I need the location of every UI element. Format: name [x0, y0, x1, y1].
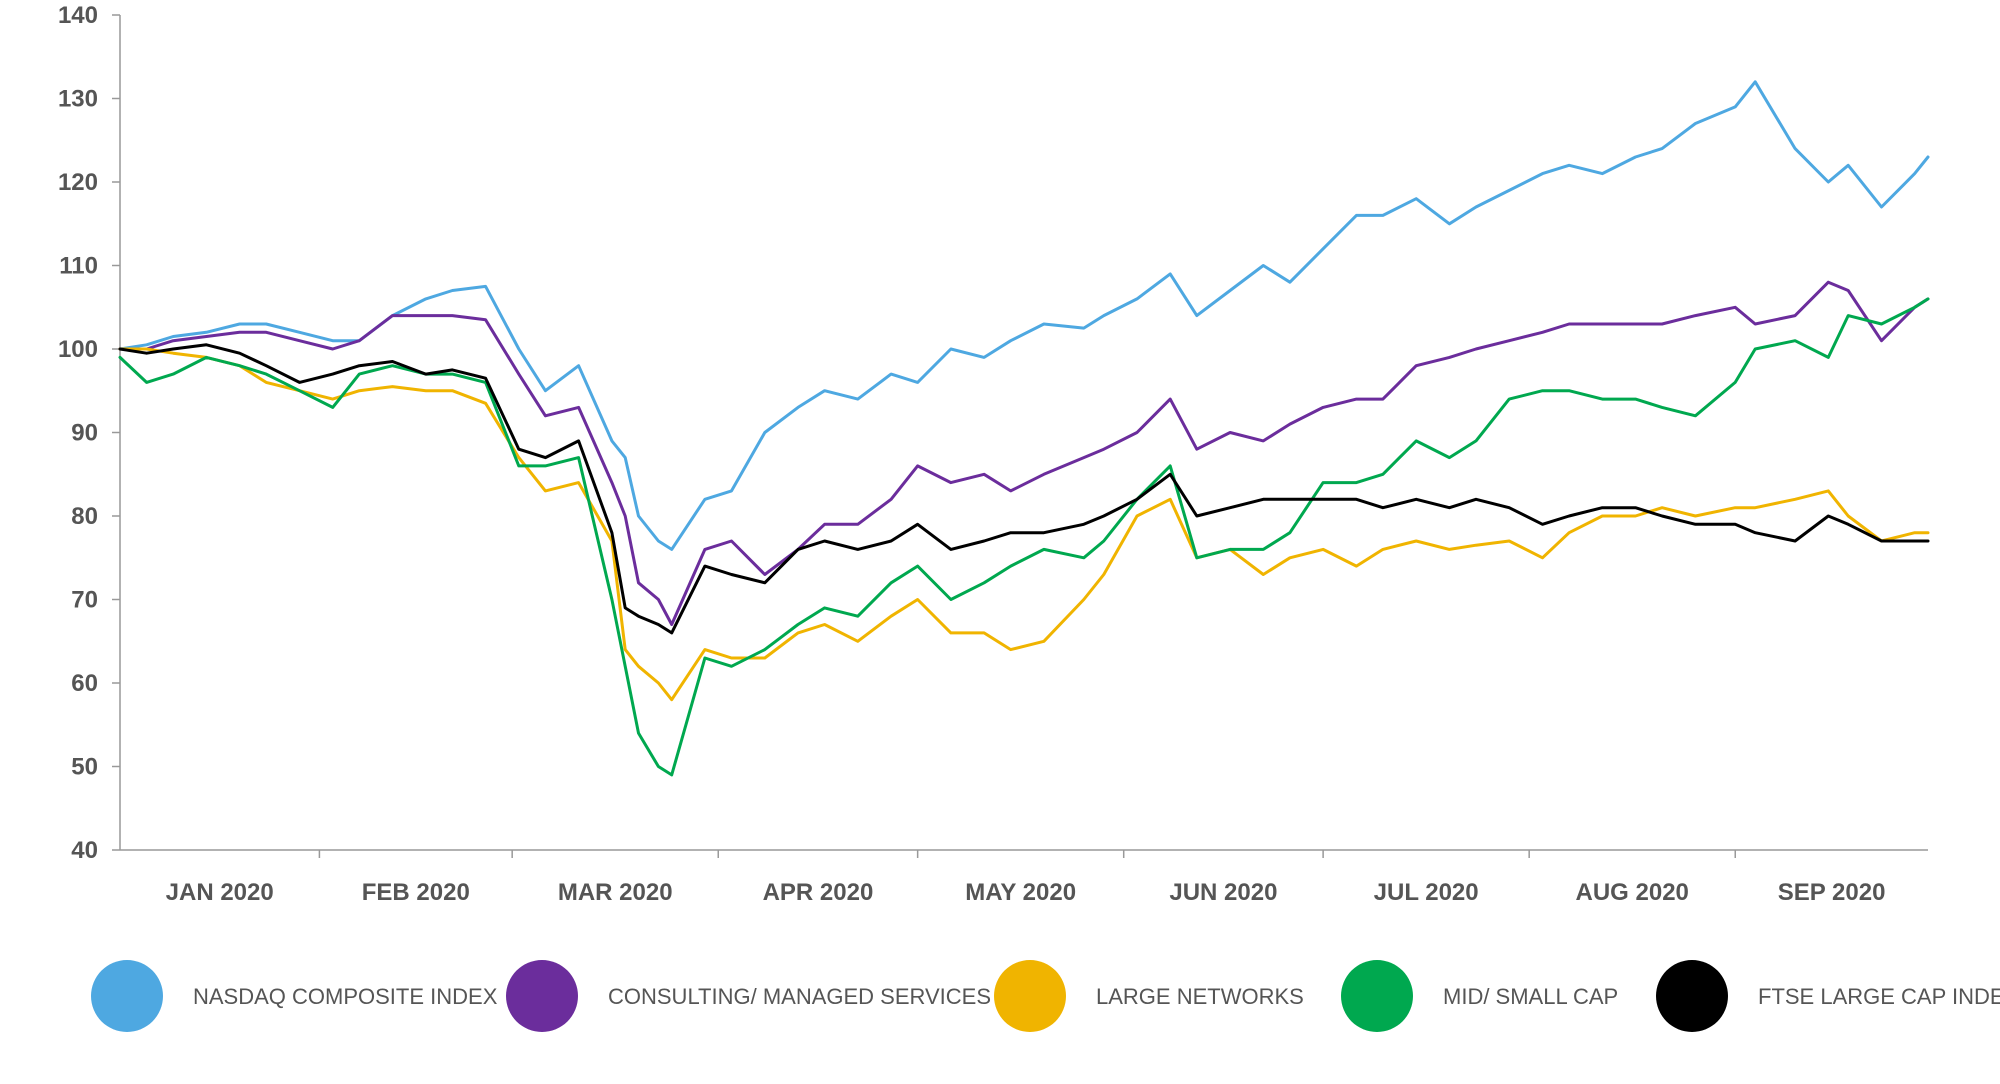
x-tick-label: SEP 2020 — [1778, 879, 1886, 906]
series-line-5 — [118, 343, 1930, 635]
legend: NASDAQ COMPOSITE INDEX CONSULTING/ MANAGE… — [91, 960, 2000, 1032]
y-tick-label: 100 — [58, 336, 98, 363]
series-line-2 — [118, 280, 1930, 626]
legend-item: NASDAQ COMPOSITE INDEX — [91, 960, 498, 1032]
series-line-3 — [118, 347, 1930, 702]
y-tick-label: 50 — [71, 754, 98, 781]
x-tick-label: APR 2020 — [763, 879, 874, 906]
y-tick-label: 130 — [58, 86, 98, 113]
legend-label: NASDAQ COMPOSITE INDEX — [193, 984, 498, 1009]
legend-marker — [1341, 960, 1413, 1032]
series-lines — [118, 80, 1930, 777]
y-axis: 40 50 60 70 80 90 100 110 120 130 140 — [58, 2, 121, 864]
legend-item: FTSE LARGE CAP INDEX — [1656, 960, 2000, 1032]
x-tick-label: MAY 2020 — [965, 879, 1076, 906]
x-tick-label: JUL 2020 — [1374, 879, 1479, 906]
y-tick-label: 40 — [71, 837, 98, 864]
legend-marker — [1656, 960, 1728, 1032]
y-tick-label: 120 — [58, 169, 98, 196]
legend-item: CONSULTING/ MANAGED SERVICES — [506, 960, 991, 1032]
y-tick-label: 140 — [58, 2, 98, 29]
legend-label: MID/ SMALL CAP — [1443, 984, 1618, 1009]
x-tick-label: FEB 2020 — [362, 879, 470, 906]
legend-item: LARGE NETWORKS — [994, 960, 1304, 1032]
x-axis: JAN 2020 FEB 2020 MAR 2020 APR 2020 MAY 2020… — [120, 849, 1928, 906]
series-line-4 — [118, 297, 1930, 777]
series-line-1 — [118, 80, 1930, 551]
legend-item: MID/ SMALL CAP — [1341, 960, 1618, 1032]
x-tick-label: AUG 2020 — [1576, 879, 1689, 906]
x-tick-label: MAR 2020 — [558, 879, 673, 906]
x-tick-label: JUN 2020 — [1169, 879, 1277, 906]
legend-label: FTSE LARGE CAP INDEX — [1758, 984, 2000, 1009]
y-tick-label: 90 — [71, 420, 98, 447]
legend-label: LARGE NETWORKS — [1096, 984, 1304, 1009]
legend-marker — [91, 960, 163, 1032]
y-tick-label: 70 — [71, 587, 98, 614]
y-tick-label: 110 — [59, 253, 98, 280]
legend-label: CONSULTING/ MANAGED SERVICES — [608, 984, 991, 1009]
x-tick-label: JAN 2020 — [166, 879, 274, 906]
y-tick-label: 60 — [71, 670, 98, 697]
y-tick-label: 80 — [71, 503, 98, 530]
legend-marker — [506, 960, 578, 1032]
legend-marker — [994, 960, 1066, 1032]
